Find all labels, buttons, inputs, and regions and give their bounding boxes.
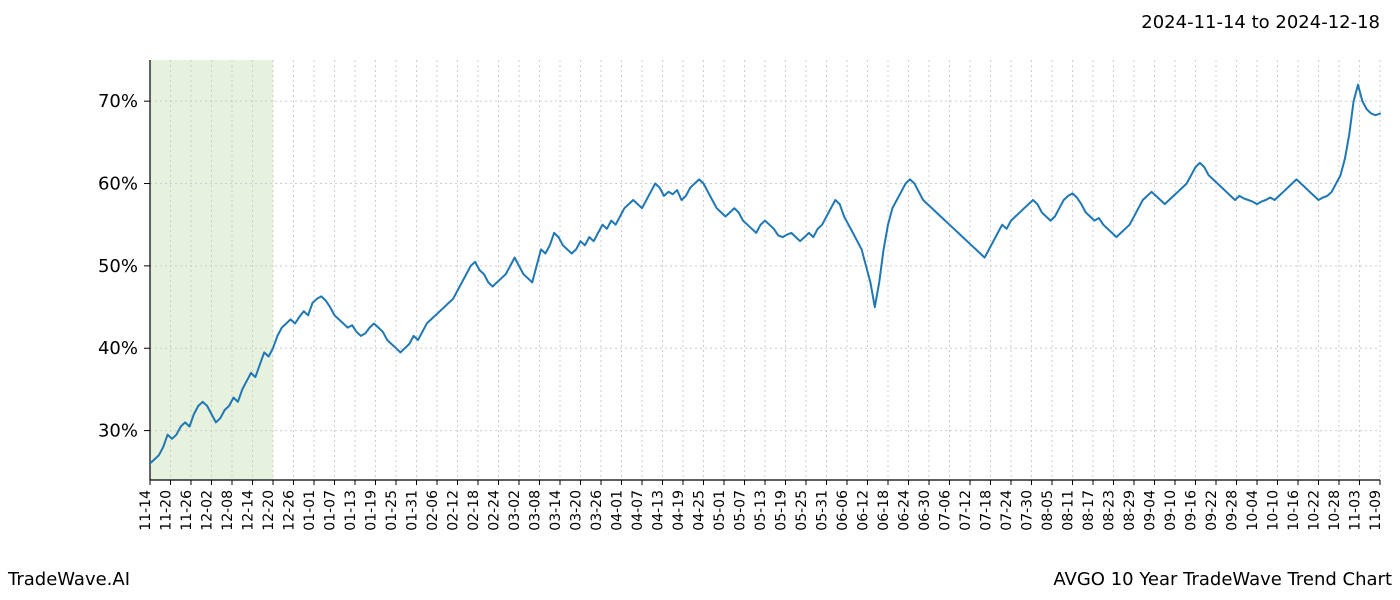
x-tick-label: 01-19 xyxy=(364,490,380,531)
x-tick-label: 08-23 xyxy=(1102,490,1118,531)
y-tick-label: 50% xyxy=(98,256,138,277)
x-tick-label: 08-05 xyxy=(1040,490,1056,531)
y-tick-label: 60% xyxy=(98,174,138,195)
x-tick-label: 11-14 xyxy=(138,490,154,531)
x-tick-label: 08-29 xyxy=(1122,490,1138,531)
x-tick-label: 05-31 xyxy=(815,490,831,531)
x-tick-label: 01-01 xyxy=(302,490,318,531)
x-tick-label: 04-19 xyxy=(671,490,687,531)
y-tick-label: 40% xyxy=(98,338,138,359)
x-tick-label: 12-20 xyxy=(261,490,277,531)
y-tick-label: 70% xyxy=(98,91,138,112)
x-tick-label: 03-14 xyxy=(548,490,564,531)
x-tick-label: 12-26 xyxy=(282,490,298,531)
x-tick-label: 02-12 xyxy=(446,490,462,531)
x-tick-label: 05-07 xyxy=(733,490,749,531)
x-tick-label: 03-08 xyxy=(528,490,544,531)
x-tick-label: 09-04 xyxy=(1143,490,1159,531)
x-tick-label: 11-26 xyxy=(179,490,195,531)
x-tick-label: 07-30 xyxy=(1020,490,1036,531)
x-tick-label: 01-13 xyxy=(343,490,359,531)
x-tick-label: 03-20 xyxy=(569,490,585,531)
x-tick-label: 03-02 xyxy=(507,490,523,531)
x-tick-label: 10-16 xyxy=(1286,490,1302,531)
x-tick-label: 09-16 xyxy=(1184,490,1200,531)
x-tick-label: 12-14 xyxy=(241,490,257,531)
x-tick-label: 05-01 xyxy=(712,490,728,531)
x-tick-label: 11-20 xyxy=(159,490,175,531)
x-tick-label: 01-25 xyxy=(384,490,400,531)
x-tick-label: 05-25 xyxy=(794,490,810,531)
x-tick-label: 09-28 xyxy=(1225,490,1241,531)
x-tick-label: 10-04 xyxy=(1245,490,1261,531)
x-tick-label: 12-08 xyxy=(220,490,236,531)
x-tick-label: 02-18 xyxy=(466,490,482,531)
x-tick-label: 04-13 xyxy=(651,490,667,531)
x-tick-label: 11-03 xyxy=(1348,490,1364,531)
x-tick-label: 02-06 xyxy=(425,490,441,531)
x-tick-label: 01-31 xyxy=(405,490,421,531)
x-tick-label: 08-11 xyxy=(1061,490,1077,531)
x-tick-label: 04-01 xyxy=(610,490,626,531)
x-tick-label: 01-07 xyxy=(323,490,339,531)
x-tick-label: 05-13 xyxy=(753,490,769,531)
x-tick-label: 09-10 xyxy=(1163,490,1179,531)
x-tick-label: 06-24 xyxy=(897,490,913,531)
x-tick-label: 07-06 xyxy=(938,490,954,531)
x-tick-label: 07-24 xyxy=(999,490,1015,531)
x-tick-label: 04-25 xyxy=(692,490,708,531)
x-tick-label: 10-10 xyxy=(1266,490,1282,531)
x-tick-label: 10-28 xyxy=(1327,490,1343,531)
x-tick-label: 06-06 xyxy=(835,490,851,531)
x-tick-label: 10-22 xyxy=(1307,490,1323,531)
x-tick-label: 05-19 xyxy=(774,490,790,531)
x-tick-label: 07-18 xyxy=(979,490,995,531)
trend-chart: 30% 40% 50% 60% 70% 11-14 11-2011-26 12-0212-08… xyxy=(0,0,1400,600)
x-tick-label: 08-17 xyxy=(1081,490,1097,531)
x-tick-label: 12-02 xyxy=(200,490,216,531)
y-tick-label: 30% xyxy=(98,421,138,442)
x-tick-label: 03-26 xyxy=(589,490,605,531)
x-tick-label: 02-24 xyxy=(487,490,503,531)
x-tick-label: 07-12 xyxy=(958,490,974,531)
x-tick-label: 06-30 xyxy=(917,490,933,531)
x-tick-label: 06-18 xyxy=(876,490,892,531)
x-tick-label: 06-12 xyxy=(856,490,872,531)
x-tick-label: 04-07 xyxy=(630,490,646,531)
x-tick-label: 11-09 xyxy=(1368,490,1384,531)
x-tick-label: 09-22 xyxy=(1204,490,1220,531)
